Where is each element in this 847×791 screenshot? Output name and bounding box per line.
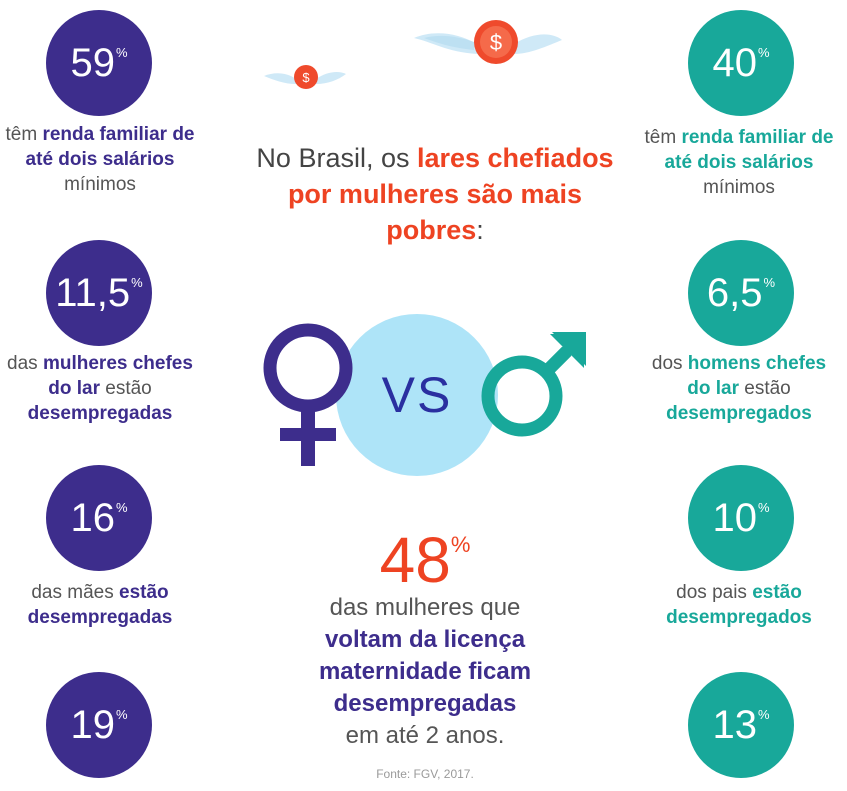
stat-caption-left-1: têm renda familiar de até dois salários …: [0, 122, 200, 197]
stat-caption-right-1: têm renda familiar de até dois salários …: [639, 125, 839, 200]
main-stat-bold: voltam da licença maternidade ficam dese…: [318, 626, 532, 717]
stat-value: 6,5: [706, 271, 763, 315]
stat-percent: %: [763, 275, 776, 290]
stat-percent: %: [115, 45, 128, 60]
source-note: Fonte: FGV, 2017.: [376, 767, 474, 781]
caption-bold: estão desempregados: [666, 582, 812, 628]
vs-label: VS: [381, 367, 453, 423]
vs-circle: VS: [336, 314, 498, 476]
caption-bold: estão desempregadas: [27, 582, 173, 628]
caption-bold: homens chefes do lar: [687, 353, 827, 399]
headline-colon: :: [476, 215, 484, 245]
stat-circle-right-3: 10%: [688, 465, 794, 571]
stat-caption-right-3: dos pais estão desempregados: [639, 580, 839, 630]
stat-percent: %: [115, 500, 128, 515]
caption-bold: renda familiar de até dois salários: [25, 124, 195, 170]
main-stat-caption: das mulheres que voltam da licença mater…: [260, 592, 590, 752]
svg-text:$: $: [302, 70, 310, 85]
stat-value: 10: [712, 496, 757, 540]
stat-circle-left-1: 59%: [46, 10, 152, 116]
caption-text: das mães: [31, 582, 119, 603]
female-symbol-icon: [263, 323, 353, 466]
stat-caption-left-2: das mulheres chefes do lar estão desempr…: [0, 351, 200, 426]
headline-highlight: lares chefiados por mulheres são mais po…: [287, 143, 614, 245]
stat-value: 40: [712, 41, 757, 85]
svg-text:$: $: [490, 30, 502, 55]
caption-text: dos pais: [676, 582, 753, 603]
stat-value: 19: [70, 703, 115, 747]
stat-value: 13: [712, 703, 757, 747]
stat-circle-left-2: 11,5%: [46, 240, 152, 346]
caption-text: estão: [738, 378, 791, 399]
caption-text: dos: [651, 353, 688, 374]
stat-value: 59: [70, 41, 115, 85]
headline: No Brasil, os lares chefiados por mulher…: [250, 140, 620, 248]
caption-bold: renda familiar de até dois salários: [664, 127, 834, 173]
stat-percent: %: [757, 45, 770, 60]
stat-caption-left-3: das mães estão desempregadas: [0, 580, 200, 630]
stat-value: 16: [70, 496, 115, 540]
main-stat-text: em até 2 anos.: [345, 722, 505, 749]
stat-circle-right-4: 13%: [688, 672, 794, 778]
caption-bold: desempregados: [666, 403, 812, 424]
main-stat-value: 48%: [350, 528, 500, 592]
stat-percent: %: [115, 707, 128, 722]
flying-coin-icon: $: [414, 20, 562, 64]
caption-text: estão: [99, 378, 152, 399]
main-stat-text: das mulheres que: [329, 594, 521, 621]
stat-circle-left-4: 19%: [46, 672, 152, 778]
stat-caption-right-2: dos homens chefes do lar estão desempreg…: [639, 351, 839, 426]
stat-percent: %: [131, 275, 143, 290]
caption-text: mínimos: [703, 177, 775, 198]
stat-circle-right-1: 40%: [688, 10, 794, 116]
caption-bold: mulheres chefes do lar: [42, 353, 193, 399]
caption-bold: desempregadas: [27, 403, 173, 424]
male-symbol-icon: [481, 332, 586, 437]
stat-value: 11,5: [55, 271, 131, 315]
stat-percent: %: [757, 500, 770, 515]
stat-circle-left-3: 16%: [46, 465, 152, 571]
stat-circle-right-2: 6,5%: [688, 240, 794, 346]
caption-text: mínimos: [64, 174, 136, 195]
headline-text: No Brasil, os: [256, 143, 417, 173]
caption-text: das: [7, 353, 43, 374]
stat-percent: %: [757, 707, 770, 722]
main-stat-percent: %: [450, 532, 471, 557]
caption-text: têm: [5, 124, 43, 145]
flying-coin-icon: $: [264, 65, 346, 89]
main-stat-number: 48: [379, 524, 451, 596]
caption-text: têm: [644, 127, 682, 148]
